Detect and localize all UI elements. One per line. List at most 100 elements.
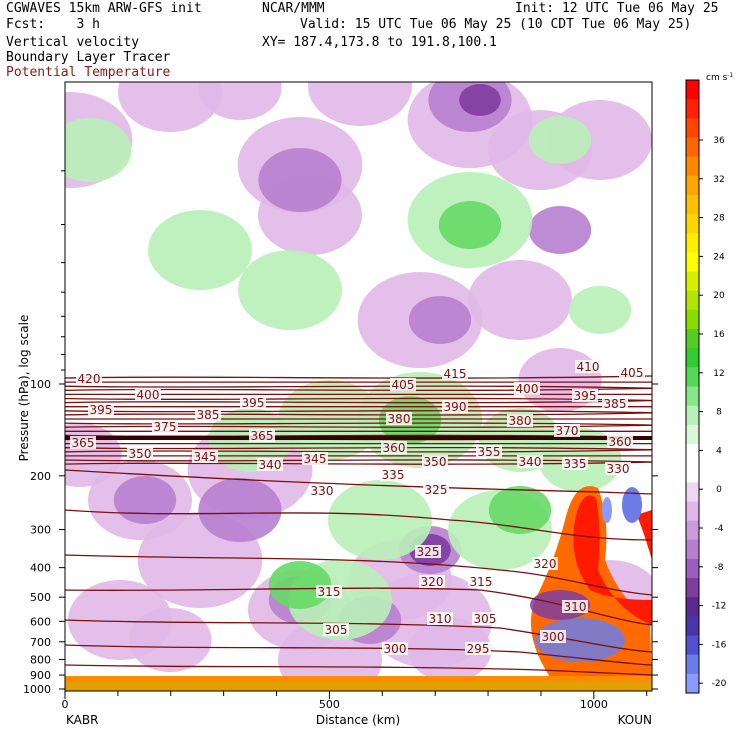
colorbar-swatch [686, 367, 699, 387]
theta-label-text: 395 [242, 396, 265, 410]
theta-label-bg [465, 642, 491, 655]
colorbar-swatch [686, 156, 699, 177]
velocity-region [528, 116, 592, 164]
velocity-region [528, 206, 592, 254]
theta-label-text: 395 [90, 403, 113, 417]
y-tick-label: 600 [30, 615, 51, 628]
theta-label-bg [390, 378, 416, 391]
theta-label: 335 [380, 468, 406, 482]
downdraft-core [622, 487, 642, 523]
theta-label-bg [562, 600, 588, 613]
theta-label: 300 [540, 630, 566, 644]
theta-label: 420 [76, 372, 102, 386]
colorbar-tick-label: -8 [715, 563, 724, 573]
colorbar-swatch [686, 309, 699, 330]
theta-label-bg [605, 462, 631, 475]
theta-label-text: 375 [154, 420, 177, 434]
theta-label-bg [423, 483, 449, 496]
y-tick-label: 1000 [23, 683, 51, 696]
theta-label: 405 [390, 378, 416, 392]
velocity-region [128, 608, 212, 672]
colorbar-swatch [686, 80, 699, 100]
theta-contour [65, 509, 652, 541]
theta-label: 325 [423, 483, 449, 497]
theta-label-text: 295 [467, 642, 490, 656]
theta-label-text: 385 [604, 397, 627, 411]
theta-label-bg [70, 436, 96, 449]
colorbar-swatch [686, 252, 699, 273]
colorbar-tick-label: -4 [715, 524, 724, 534]
y-tick-label: 200 [30, 470, 51, 483]
theta-label-bg [127, 447, 153, 460]
theta-label-bg [562, 457, 588, 470]
x-axis-title: Distance (km) [316, 713, 400, 727]
theta-label-text: 380 [388, 412, 411, 426]
colorbar-swatch [686, 501, 699, 522]
plot-frame [64, 81, 653, 692]
theta-label-bg [195, 408, 221, 421]
theta-label: 405 [619, 366, 645, 380]
theta-label-text: 385 [197, 408, 220, 422]
colorbar-tick-label: -16 [712, 640, 727, 650]
velocity-region [438, 201, 502, 249]
colorbar-swatch [686, 233, 699, 253]
x-tick-label: 0 [62, 698, 69, 711]
theta-label-text: 380 [509, 414, 532, 428]
theta-label-text: 325 [425, 483, 448, 497]
velocity-region [308, 82, 412, 126]
boundary-layer-band [65, 682, 652, 691]
theta-label: 330 [309, 484, 335, 498]
forecast-hour: Fcst: 3 h [6, 17, 100, 32]
theta-label-text: 335 [564, 457, 587, 471]
colorbar-swatch [686, 654, 699, 675]
colorbar-swatch [686, 635, 699, 656]
velocity-region [198, 82, 282, 120]
theta-label: 350 [422, 455, 448, 469]
y-tick-label: 100 [30, 378, 51, 391]
theta-label-text: 350 [424, 455, 447, 469]
theta-label-text: 340 [259, 458, 282, 472]
x-tick-label: 500 [319, 698, 340, 711]
theta-label-bg [381, 441, 407, 454]
theta-label: 310 [427, 612, 453, 626]
y-tick-label: 400 [30, 562, 51, 575]
theta-contour [65, 446, 652, 451]
theta-label-bg [572, 389, 598, 402]
colorbar-swatch [686, 99, 699, 119]
theta-label-text: 305 [325, 623, 348, 637]
colorbar: 36 32 28 24 20 16 12 8 4 0 -4 -8 -12 -16 -20 [685, 79, 727, 694]
y-axis-title: Pressure (hPa), log scale [17, 315, 31, 462]
colorbar-tick-label: 12 [713, 369, 724, 379]
theta-label-text: 320 [421, 575, 444, 589]
colorbar-units: cm s-1 [706, 72, 733, 83]
theta-label-text: 395 [574, 389, 597, 403]
y-tick-label: 700 [30, 636, 51, 649]
cross-section-endpoints: XY= 187.4,173.8 to 191.8,100.1 [262, 35, 497, 50]
theta-contour [65, 399, 652, 404]
theta-label-bg [507, 414, 533, 427]
theta-contour [65, 375, 652, 379]
theta-label: 355 [476, 445, 502, 459]
colorbar-swatch [686, 558, 699, 579]
colorbar-swatch [686, 175, 699, 196]
velocity-region [328, 480, 432, 560]
colorbar-swatch [686, 539, 699, 560]
colorbar-swatch [686, 424, 699, 445]
velocity-region [258, 148, 342, 212]
theta-label: 410 [575, 360, 601, 374]
theta-label-bg [554, 424, 580, 437]
theta-label-bg [415, 545, 441, 558]
theta-label-text: 325 [417, 545, 440, 559]
theta-label: 390 [442, 400, 468, 414]
theta-contour [65, 619, 652, 653]
theta-label-text: 305 [474, 612, 497, 626]
theta-label: 385 [195, 408, 221, 422]
colorbar-swatch [686, 482, 699, 502]
y-tick-label: 900 [30, 669, 51, 682]
theta-label: 415 [442, 367, 468, 381]
theta-label: 315 [468, 575, 494, 589]
theta-label: 360 [381, 441, 407, 455]
colorbar-swatch [686, 329, 699, 349]
colorbar-tick-label: 4 [716, 446, 722, 456]
colorbar-tick-label: -12 [712, 602, 727, 612]
